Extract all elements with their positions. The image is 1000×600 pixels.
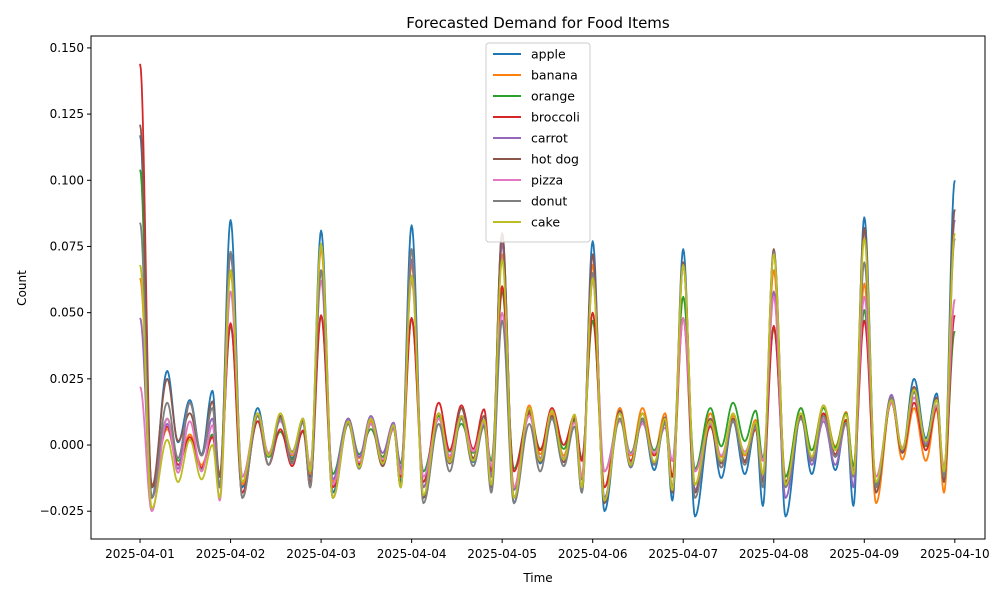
series-line-cake [139, 233, 956, 510]
legend-entry-broccoli: broccoli [493, 110, 580, 125]
y-tick-label: 0.050 [50, 306, 84, 320]
legend-box [485, 42, 591, 243]
legend-label: hot dog [531, 152, 579, 167]
legend-label: carrot [531, 131, 568, 146]
y-tick-label: 0.125 [50, 107, 84, 121]
y-axis-label: Count [15, 270, 29, 306]
x-tick-label: 2025-04-05 [467, 547, 537, 561]
y-tick-label: 0.150 [50, 41, 84, 55]
legend-entry-orange: orange [493, 89, 575, 104]
x-tick-label: 2025-04-09 [829, 547, 899, 561]
y-tick-label: 0.075 [50, 239, 84, 253]
x-tick-label: 2025-04-07 [648, 547, 718, 561]
legend-label: banana [531, 68, 578, 83]
legend-entry-donut: donut [493, 194, 567, 209]
series-line-broccoli [139, 63, 956, 494]
legend-label: orange [531, 89, 575, 104]
x-tick-label: 2025-04-04 [377, 547, 447, 561]
legend-entry-carrot: carrot [493, 131, 568, 146]
y-tick-label: −0.025 [40, 504, 84, 518]
x-tick-label: 2025-04-01 [105, 547, 175, 561]
legend-label: broccoli [531, 110, 580, 125]
legend-label: donut [531, 194, 567, 209]
x-tick-label: 2025-04-08 [739, 547, 809, 561]
y-tick-label: 0.100 [50, 173, 84, 187]
legend-entry-pizza: pizza [493, 173, 563, 188]
legend-label: pizza [531, 173, 563, 188]
plot-frame [90, 35, 986, 540]
legend-entry-hot-dog: hot dog [493, 152, 579, 167]
y-tick-label: 0.025 [50, 372, 84, 386]
plot-area [90, 35, 986, 540]
chart-title: Forecasted Demand for Food Items [406, 14, 670, 32]
legend-label: apple [531, 47, 566, 62]
x-axis-label: Time [522, 571, 552, 585]
legend-entry-apple: apple [493, 47, 566, 62]
x-axis: 2025-04-01 2025-04-02 2025-04-03 2025-04-04… [105, 539, 990, 561]
x-tick-label: 2025-04-03 [286, 547, 356, 561]
legend-label: cake [531, 215, 560, 230]
x-tick-label: 2025-04-02 [196, 547, 266, 561]
series-layer [139, 63, 956, 518]
series-line-donut [139, 222, 956, 505]
x-tick-label: 2025-04-06 [558, 547, 628, 561]
legend-entry-cake: cake [493, 215, 560, 230]
y-axis: −0.025 0.000 0.025 0.050 0.075 0.100 0.125 0.15… [40, 41, 91, 518]
x-tick-label: 2025-04-10 [920, 547, 990, 561]
legend: apple banana orange broccoli carrot hot dog pi… [485, 42, 591, 243]
legend-entry-banana: banana [493, 68, 578, 83]
y-tick-label: 0.000 [50, 438, 84, 452]
